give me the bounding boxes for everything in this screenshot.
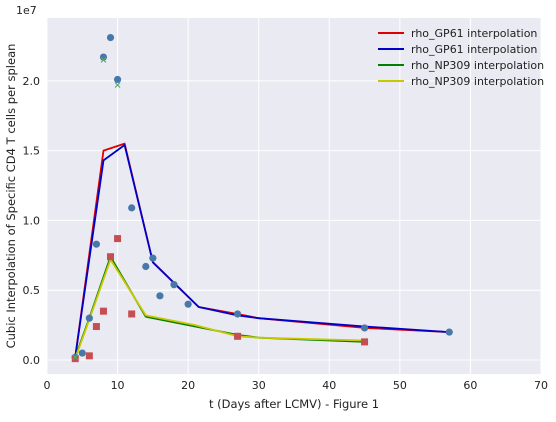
y-axis-ticks: 0.0 0.5 1.0 1.5 2.0 [23,75,41,367]
data-point [114,82,121,88]
data-point [184,300,192,308]
data-point [92,240,100,248]
legend-label: rho_NP309 interpolation [411,59,544,72]
y-tick-label: 1.0 [23,214,41,227]
x-tick-label: 10 [111,379,125,392]
data-point [71,355,79,363]
x-tick-label: 30 [252,379,266,392]
data-point [170,281,178,289]
y-tick-label: 1.5 [23,145,41,158]
grid-lines [46,18,542,374]
x-tick-label: 50 [393,379,407,392]
data-point [445,328,453,336]
data-point [360,324,369,332]
y-scale-label: 1e7 [16,4,37,17]
data-point [78,349,86,357]
data-point [92,323,100,331]
data-point [361,338,369,346]
x-tick-label: 70 [534,379,548,392]
data-point [128,310,136,318]
data-point [106,33,115,42]
data-point [149,254,157,262]
interpolation-lines [74,142,450,359]
data-point [128,204,136,212]
data-point [114,235,122,243]
y-tick-label: 0.0 [23,354,41,367]
legend: rho_GP61 interpolation rho_GP61 interpola… [378,27,544,88]
x-axis-ticks: 0 10 20 30 40 50 60 70 [44,379,549,392]
data-point [107,253,115,261]
series-line [74,258,365,359]
data-point [100,56,107,63]
data-point [234,332,242,340]
y-tick-label: 2.0 [23,75,41,88]
y-axis-label: Cubic Interpolation of Specific CD4 T ce… [4,44,18,349]
legend-label: rho_GP61 interpolation [411,43,537,56]
x-tick-label: 0 [44,379,51,392]
x-tick-label: 40 [322,379,336,392]
data-point [72,354,79,361]
data-point [99,307,107,315]
legend-label: rho_NP309 interpolation [411,75,544,88]
data-points [71,33,453,363]
data-point [156,292,164,300]
series-line [74,144,450,358]
data-point [85,314,93,322]
legend-label: rho_GP61 interpolation [411,27,537,40]
data-point [85,352,93,360]
data-point [142,262,150,271]
x-tick-label: 20 [181,379,195,392]
data-point [233,310,242,318]
x-axis-label: t (Days after LCMV) - Figure 1 [209,397,379,411]
y-tick-label: 0.5 [23,284,41,297]
x-tick-label: 60 [463,379,477,392]
data-point [113,75,122,84]
